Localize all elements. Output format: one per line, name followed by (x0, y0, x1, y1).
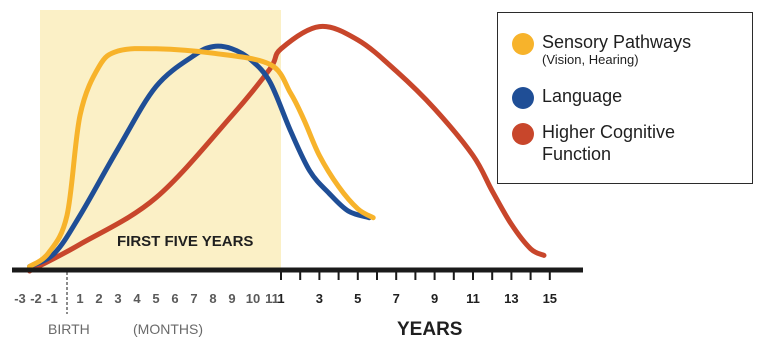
year-tick-label: 13 (504, 291, 518, 306)
prenatal-month-tick-label: -1 (46, 291, 58, 306)
prenatal-month-tick-label: -2 (30, 291, 42, 306)
first-five-years-label: FIRST FIVE YEARS (117, 233, 253, 250)
month-tick-label: 8 (209, 291, 216, 306)
month-tick-label: 7 (190, 291, 197, 306)
legend-label-language: Language (542, 86, 623, 106)
year-tick-label: 7 (393, 291, 400, 306)
prenatal-month-tick-label: -3 (14, 291, 26, 306)
higher-cognitive-function-curve (27, 23, 547, 274)
legend-label-sensory: Sensory Pathways (Vision, Hearing) (542, 31, 691, 67)
month-tick-label: 1 (76, 291, 83, 306)
legend-item-sensory: Sensory Pathways (Vision, Hearing) (512, 31, 691, 67)
legend: Sensory Pathways (Vision, Hearing) Langu… (497, 12, 753, 184)
months-label: (MONTHS) (133, 321, 203, 337)
year-tick-label: 5 (354, 291, 361, 306)
legend-item-cognitive: Higher Cognitive Function (512, 121, 722, 165)
month-tick-label: 5 (152, 291, 159, 306)
language-curve (27, 43, 372, 270)
month-tick-label: 6 (171, 291, 178, 306)
legend-swatch-cognitive (512, 123, 534, 145)
month-tick-label: 10 (246, 291, 260, 306)
month-tick-label: 9 (228, 291, 235, 306)
month-tick-label: 2 (95, 291, 102, 306)
legend-swatch-sensory (512, 33, 534, 55)
birth-label: BIRTH (48, 321, 90, 337)
legend-sub-sensory: (Vision, Hearing) (542, 52, 639, 67)
year-tick-label: 11 (466, 291, 480, 306)
year-tick-label: 9 (431, 291, 438, 306)
month-tick-label: 4 (133, 291, 141, 306)
legend-name-sensory: Sensory Pathways (542, 32, 692, 52)
month-tick-label: 3 (114, 291, 121, 306)
month-tick-label: 11 (265, 291, 279, 306)
year-tick-label: 1 (277, 291, 284, 306)
legend-item-language: Language (512, 85, 622, 109)
year-tick-label: 15 (543, 291, 557, 306)
x-axis-title: YEARS (397, 319, 462, 340)
year-tick-label: 3 (316, 291, 323, 306)
legend-swatch-language (512, 87, 534, 109)
sensory-pathways-curve (27, 46, 376, 270)
legend-label-cognitive: Higher Cognitive Function (542, 122, 676, 164)
